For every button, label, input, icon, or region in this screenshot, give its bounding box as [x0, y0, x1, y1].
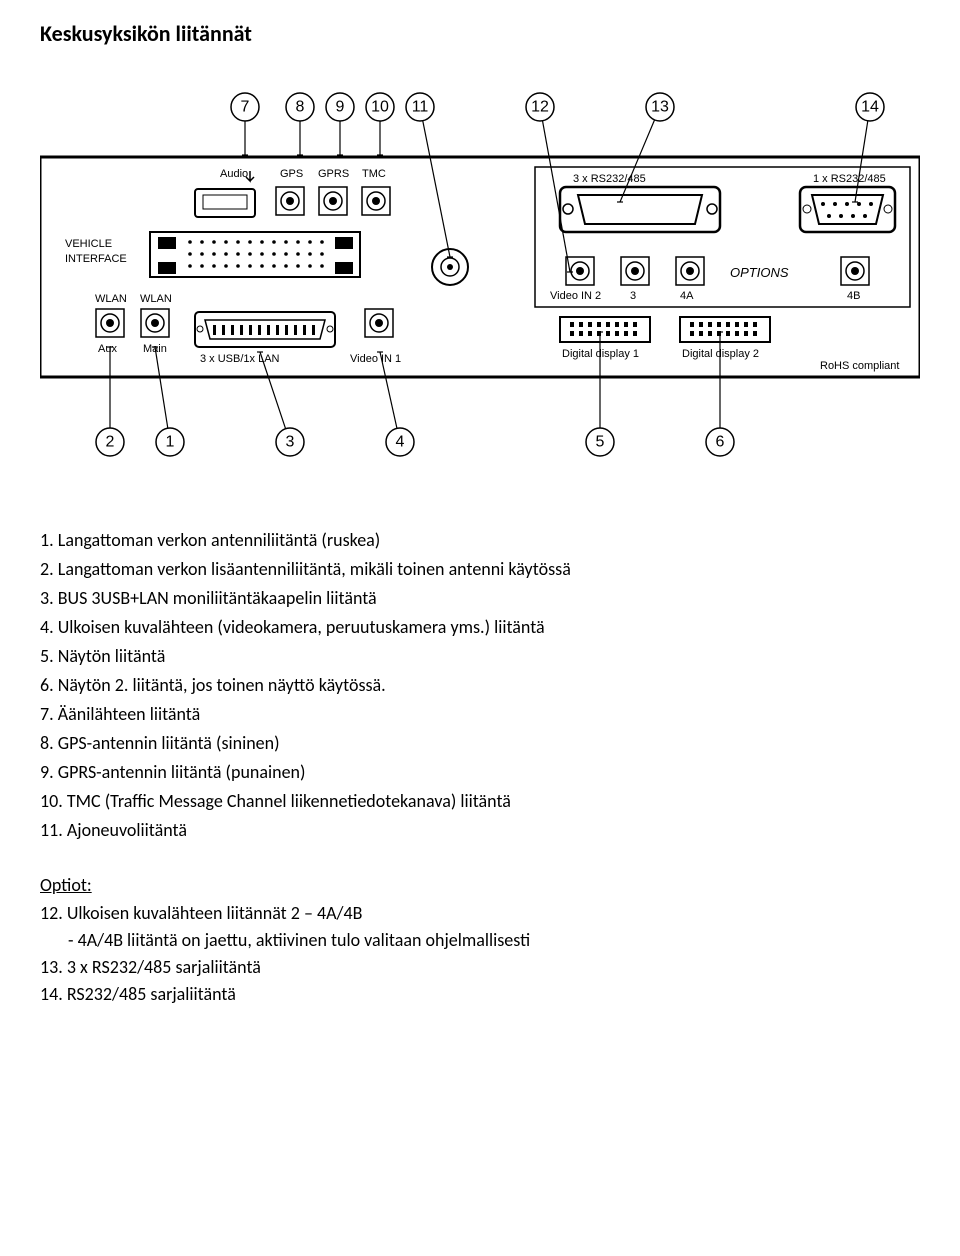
- svg-text:5: 5: [596, 434, 605, 451]
- svg-text:Video IN 2: Video IN 2: [550, 290, 601, 302]
- connector-item: Näytön 2. liitäntä, jos toinen näyttö kä…: [40, 672, 920, 699]
- connectors-list: Langattoman verkon antenniliitäntä (rusk…: [40, 527, 920, 844]
- svg-text:6: 6: [716, 434, 725, 451]
- svg-text:Video IN 1: Video IN 1: [350, 353, 401, 365]
- svg-text:3 x RS232/485: 3 x RS232/485: [573, 173, 646, 185]
- svg-text:3: 3: [286, 434, 295, 451]
- svg-text:11: 11: [412, 99, 429, 116]
- option-item: RS232/485 sarjaliitäntä: [40, 981, 920, 1008]
- svg-text:4: 4: [396, 434, 405, 451]
- rear-panel-diagram: Audio GPS GPRS TMC VEHICLE INTERFACE WLAN WLAN A…: [40, 77, 920, 477]
- svg-text:4A: 4A: [680, 290, 694, 302]
- page-title: Keskusyksikön liitännät: [40, 20, 920, 47]
- options-heading: Optiot:: [40, 874, 920, 896]
- svg-text:3 x USB/1x LAN: 3 x USB/1x LAN: [200, 353, 280, 365]
- connector-item: TMC (Traffic Message Channel liikennetie…: [40, 788, 920, 815]
- option-item: 3 x RS232/485 sarjaliitäntä: [40, 954, 920, 981]
- connector-item: Äänilähteen liitäntä: [40, 701, 920, 728]
- svg-text:Audio: Audio: [220, 168, 248, 180]
- svg-text:10: 10: [371, 99, 389, 116]
- svg-text:12: 12: [531, 99, 549, 116]
- svg-text:Aux: Aux: [98, 343, 117, 355]
- svg-text:3: 3: [630, 290, 636, 302]
- connector-item: Ajoneuvoliitäntä: [40, 817, 920, 844]
- svg-text:8: 8: [296, 99, 305, 116]
- svg-text:OPTIONS: OPTIONS: [730, 265, 789, 280]
- svg-text:INTERFACE: INTERFACE: [65, 253, 127, 265]
- svg-text:1: 1: [166, 434, 175, 451]
- svg-text:1 x RS232/485: 1 x RS232/485: [813, 173, 886, 185]
- connector-item: BUS 3USB+LAN moniliitäntäkaapelin liitän…: [40, 585, 920, 612]
- connector-item: Langattoman verkon lisäantenniliitäntä, …: [40, 556, 920, 583]
- option-item: - 4A/4B liitäntä on jaettu, aktiivinen t…: [40, 927, 920, 954]
- svg-text:13: 13: [651, 99, 669, 116]
- svg-text:TMC: TMC: [362, 168, 386, 180]
- connector-item: GPRS-antennin liitäntä (punainen): [40, 759, 920, 786]
- connector-item: Langattoman verkon antenniliitäntä (rusk…: [40, 527, 920, 554]
- connector-item: Näytön liitäntä: [40, 643, 920, 670]
- svg-text:GPS: GPS: [280, 168, 303, 180]
- connector-item: GPS-antennin liitäntä (sininen): [40, 730, 920, 757]
- options-list: Ulkoisen kuvalähteen liitännät 2 – 4A/4B…: [40, 900, 920, 1008]
- svg-text:9: 9: [336, 99, 345, 116]
- svg-text:14: 14: [861, 99, 879, 116]
- svg-text:VEHICLE: VEHICLE: [65, 238, 112, 250]
- svg-text:WLAN: WLAN: [95, 293, 127, 305]
- svg-text:4B: 4B: [847, 290, 860, 302]
- connector-item: Ulkoisen kuvalähteen (videokamera, peruu…: [40, 614, 920, 641]
- option-item: Ulkoisen kuvalähteen liitännät 2 – 4A/4B: [40, 900, 920, 927]
- svg-text:GPRS: GPRS: [318, 168, 349, 180]
- svg-text:2: 2: [106, 434, 115, 451]
- svg-text:RoHS compliant: RoHS compliant: [820, 360, 899, 372]
- svg-text:7: 7: [241, 99, 250, 116]
- svg-text:WLAN: WLAN: [140, 293, 172, 305]
